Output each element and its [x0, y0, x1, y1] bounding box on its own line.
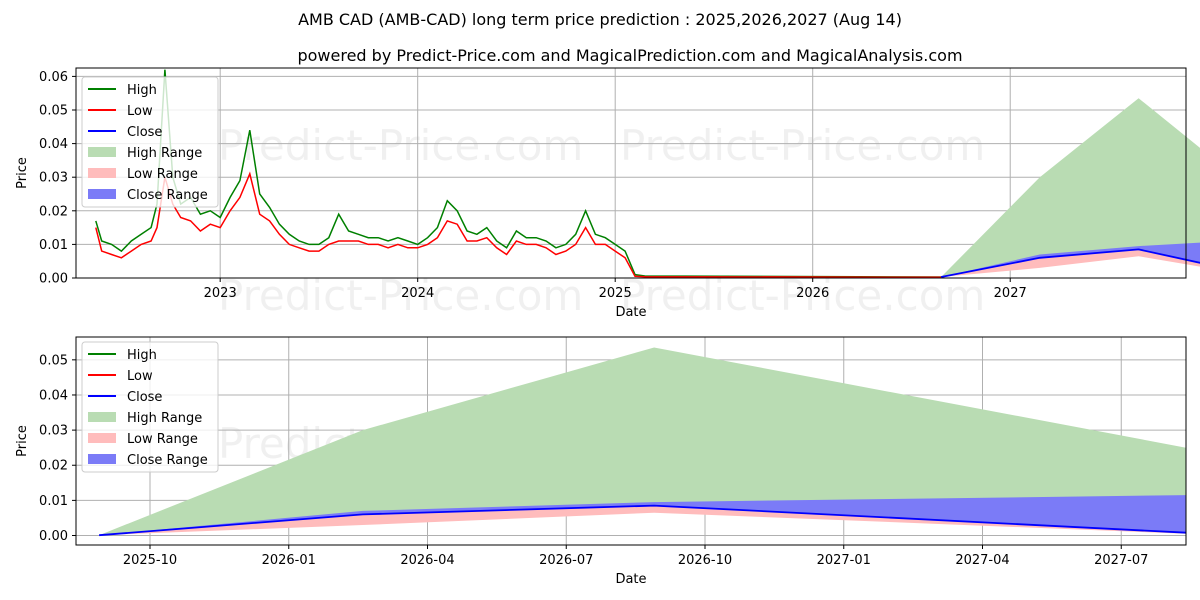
watermark: Predict-Price.com	[620, 271, 985, 320]
watermark: Predict-Price.com	[218, 121, 583, 170]
legend-label: Low	[127, 369, 153, 384]
x-tick-label: 2024	[401, 286, 434, 301]
legend-label: Close	[127, 125, 162, 140]
y-tick-label: 0.02	[39, 204, 68, 219]
legend-label: High	[127, 348, 157, 363]
prediction-panel: Predict-Price.comPredict-Price.com0.000.…	[15, 336, 1187, 587]
y-tick-label: 0.02	[39, 459, 68, 474]
y-tick-label: 0.00	[39, 272, 68, 287]
y-tick-label: 0.05	[39, 104, 68, 119]
close-range-area	[941, 242, 1200, 277]
x-tick-label: 2026-01	[262, 553, 316, 568]
y-tick-label: 0.06	[39, 70, 68, 85]
y-axis-label: Price	[15, 425, 30, 457]
y-tick-label: 0.03	[39, 171, 68, 186]
x-tick-label: 2026-04	[400, 553, 454, 568]
legend-label: High	[127, 83, 157, 98]
legend-label: Low Range	[127, 432, 198, 447]
high-line	[95, 69, 942, 278]
legend-swatch	[88, 454, 116, 464]
watermark: Predict-Price.com	[218, 271, 583, 320]
x-tick-label: 2025-10	[123, 553, 177, 568]
legend-label: Low	[127, 104, 153, 119]
high-range-area	[941, 98, 1200, 277]
plot-frame	[75, 336, 1187, 546]
x-tick-label: 2027-04	[955, 553, 1009, 568]
close-line	[99, 504, 1187, 537]
y-tick-label: 0.05	[39, 353, 68, 368]
x-tick-label: 2026-07	[539, 553, 593, 568]
x-tick-label: 2025	[599, 286, 632, 301]
legend-label: High Range	[127, 146, 202, 161]
chart-title: AMB CAD (AMB-CAD) long term price predic…	[298, 10, 902, 29]
x-axis-label: Date	[615, 305, 646, 320]
legend-swatch	[88, 412, 116, 422]
low-range-area	[99, 505, 1187, 536]
long-term-panel: Predict-Price.com Predict-Price.com Predic…	[15, 67, 1200, 320]
close-range-area	[99, 495, 1187, 536]
y-tick-label: 0.01	[39, 494, 68, 509]
low-range-area	[941, 249, 1200, 277]
legend-label: Close	[127, 390, 162, 405]
x-tick-label: 2027-01	[817, 553, 871, 568]
x-axis-label: Date	[615, 572, 646, 587]
watermark: Predict-Price.com	[620, 121, 985, 170]
legend-swatch	[88, 147, 116, 157]
y-axis-label: Price	[15, 157, 30, 189]
legend-swatch	[88, 433, 116, 443]
y-tick-label: 0.01	[39, 238, 68, 253]
y-tick-label: 0.00	[39, 529, 68, 544]
x-tick-label: 2023	[204, 286, 237, 301]
legend-label: High Range	[127, 411, 202, 426]
legend-label: Close Range	[127, 453, 208, 468]
plot-frame	[75, 67, 1187, 279]
x-tick-label: 2027	[994, 286, 1027, 301]
x-tick-label: 2026-10	[678, 553, 732, 568]
legend-label: Close Range	[127, 188, 208, 203]
chart-subtitle: powered by Predict-Price.com and Magical…	[297, 46, 962, 65]
legend-swatch	[88, 189, 116, 199]
close-line	[940, 248, 1200, 278]
y-tick-label: 0.04	[39, 137, 68, 152]
x-tick-label: 2026	[796, 286, 829, 301]
y-tick-label: 0.03	[39, 424, 68, 439]
y-tick-label: 0.04	[39, 388, 68, 403]
legend-swatch	[88, 168, 116, 178]
high-range-area	[99, 347, 1187, 536]
x-tick-label: 2027-07	[1094, 553, 1148, 568]
legend-label: Low Range	[127, 167, 198, 182]
low-line	[95, 171, 942, 279]
